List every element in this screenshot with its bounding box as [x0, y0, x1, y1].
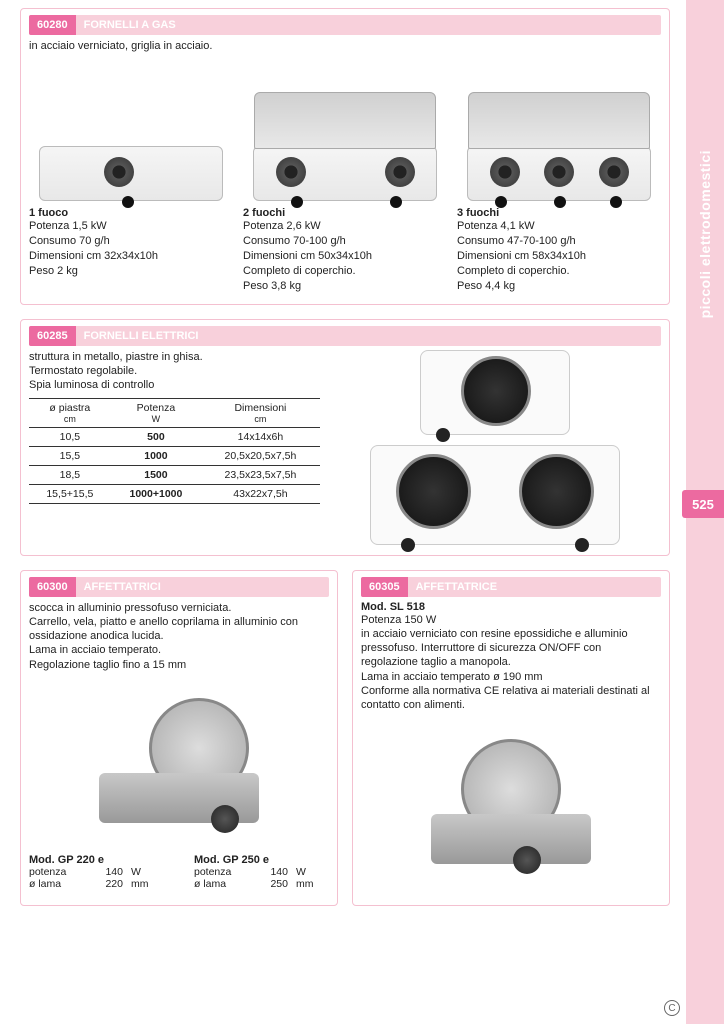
- model-name: Mod. SL 518: [361, 601, 661, 613]
- spec: Peso 4,4 kg: [457, 279, 661, 294]
- category-label: piccoli elettrodomestici: [697, 150, 713, 318]
- product-image: [457, 61, 661, 201]
- spec: Consumo 70-100 g/h: [243, 234, 447, 249]
- spec-val: 140: [255, 866, 288, 878]
- spec-unit: W: [296, 866, 329, 878]
- footer-mark-icon: C: [664, 1000, 680, 1016]
- section-title: AFFETTATRICE: [408, 577, 505, 597]
- spec-unit: mm: [131, 878, 164, 890]
- hotplate-double-image: [370, 445, 620, 545]
- section-description: in acciaio verniciato, griglia in acciai…: [29, 39, 661, 53]
- section-code: 60280: [29, 15, 76, 35]
- section-electric-stoves: 60285 FORNELLI ELETTRICI struttura in me…: [20, 319, 670, 556]
- spec: Potenza 1,5 kW: [29, 219, 233, 234]
- product-image: [29, 678, 329, 848]
- spec-label: ø lama: [194, 878, 247, 890]
- spec: Dimensioni cm 58x34x10h: [457, 249, 661, 264]
- col-header: PotenzaW: [111, 399, 201, 428]
- product-image: [29, 61, 233, 201]
- spec-unit: W: [131, 866, 164, 878]
- section-slicer-single: 60305 AFFETTATRICE Mod. SL 518 Potenza 1…: [352, 570, 670, 906]
- spec-label: ø lama: [29, 878, 82, 890]
- spec: Dimensioni cm 50x34x10h: [243, 249, 447, 264]
- section-title: FORNELLI A GAS: [76, 15, 184, 35]
- spec: Completo di coperchio.: [457, 264, 661, 279]
- spec-unit: mm: [296, 878, 329, 890]
- section-header: 60300 AFFETTATRICI: [29, 577, 329, 597]
- section-title: AFFETTATRICI: [76, 577, 169, 597]
- spec: Potenza 4,1 kW: [457, 219, 661, 234]
- spec-val: 220: [90, 878, 123, 890]
- product-image: [361, 719, 661, 889]
- col-header: Dimensionicm: [201, 399, 320, 428]
- section-description: Potenza 150 W in acciaio verniciato con …: [361, 613, 661, 713]
- spec-val: 250: [255, 878, 288, 890]
- spec: Completo di coperchio.: [243, 264, 447, 279]
- gas-product-row: 1 fuoco Potenza 1,5 kW Consumo 70 g/h Di…: [29, 61, 661, 293]
- section-title: FORNELLI ELETTRICI: [76, 326, 207, 346]
- hotplate-single-image: [420, 350, 570, 435]
- gas-item-3: 3 fuochi Potenza 4,1 kW Consumo 47-70-10…: [457, 61, 661, 293]
- gas-item-1: 1 fuoco Potenza 1,5 kW Consumo 70 g/h Di…: [29, 61, 233, 293]
- spec-label: potenza: [29, 866, 82, 878]
- section-slicers: 60300 AFFETTATRICI scocca in alluminio p…: [20, 570, 338, 906]
- table-row: 15,5100020,5x20,5x7,5h: [29, 447, 320, 466]
- spec: Consumo 70 g/h: [29, 234, 233, 249]
- product-name: 3 fuochi: [457, 207, 661, 219]
- table-row: 18,5150023,5x23,5x7,5h: [29, 466, 320, 485]
- spec: Dimensioni cm 32x34x10h: [29, 249, 233, 264]
- gas-item-2: 2 fuochi Potenza 2,6 kW Consumo 70-100 g…: [243, 61, 447, 293]
- model-block: Mod. GP 250 e potenza 140 W ø lama 250 mm: [194, 854, 329, 890]
- product-name: 2 fuochi: [243, 207, 447, 219]
- table-row: 10,550014x14x6h: [29, 428, 320, 447]
- section-gas-stoves: 60280 FORNELLI A GAS in acciaio vernicia…: [20, 8, 670, 305]
- section-description: struttura in metallo, piastre in ghisa. …: [29, 350, 320, 393]
- section-code: 60285: [29, 326, 76, 346]
- section-code: 60300: [29, 577, 76, 597]
- model-name: Mod. GP 250 e: [194, 854, 329, 866]
- product-images: [330, 350, 661, 545]
- spec-table: ø piastracm PotenzaW Dimensionicm 10,550…: [29, 398, 320, 504]
- page-number-badge: 525: [682, 490, 724, 518]
- model-name: Mod. GP 220 e: [29, 854, 164, 866]
- table-row: 15,5+15,51000+100043x22x7,5h: [29, 485, 320, 504]
- section-header: 60280 FORNELLI A GAS: [29, 15, 661, 35]
- spec-label: potenza: [194, 866, 247, 878]
- model-block: Mod. GP 220 e potenza 140 W ø lama 220 mm: [29, 854, 164, 890]
- section-header: 60305 AFFETTATRICE: [361, 577, 661, 597]
- spec: Peso 2 kg: [29, 264, 233, 279]
- spec-val: 140: [90, 866, 123, 878]
- product-image: [243, 61, 447, 201]
- spec: Peso 3,8 kg: [243, 279, 447, 294]
- col-header: ø piastracm: [29, 399, 111, 428]
- section-code: 60305: [361, 577, 408, 597]
- section-header: 60285 FORNELLI ELETTRICI: [29, 326, 661, 346]
- spec: Consumo 47-70-100 g/h: [457, 234, 661, 249]
- product-name: 1 fuoco: [29, 207, 233, 219]
- spec: Potenza 2,6 kW: [243, 219, 447, 234]
- section-description: scocca in alluminio pressofuso verniciat…: [29, 601, 329, 672]
